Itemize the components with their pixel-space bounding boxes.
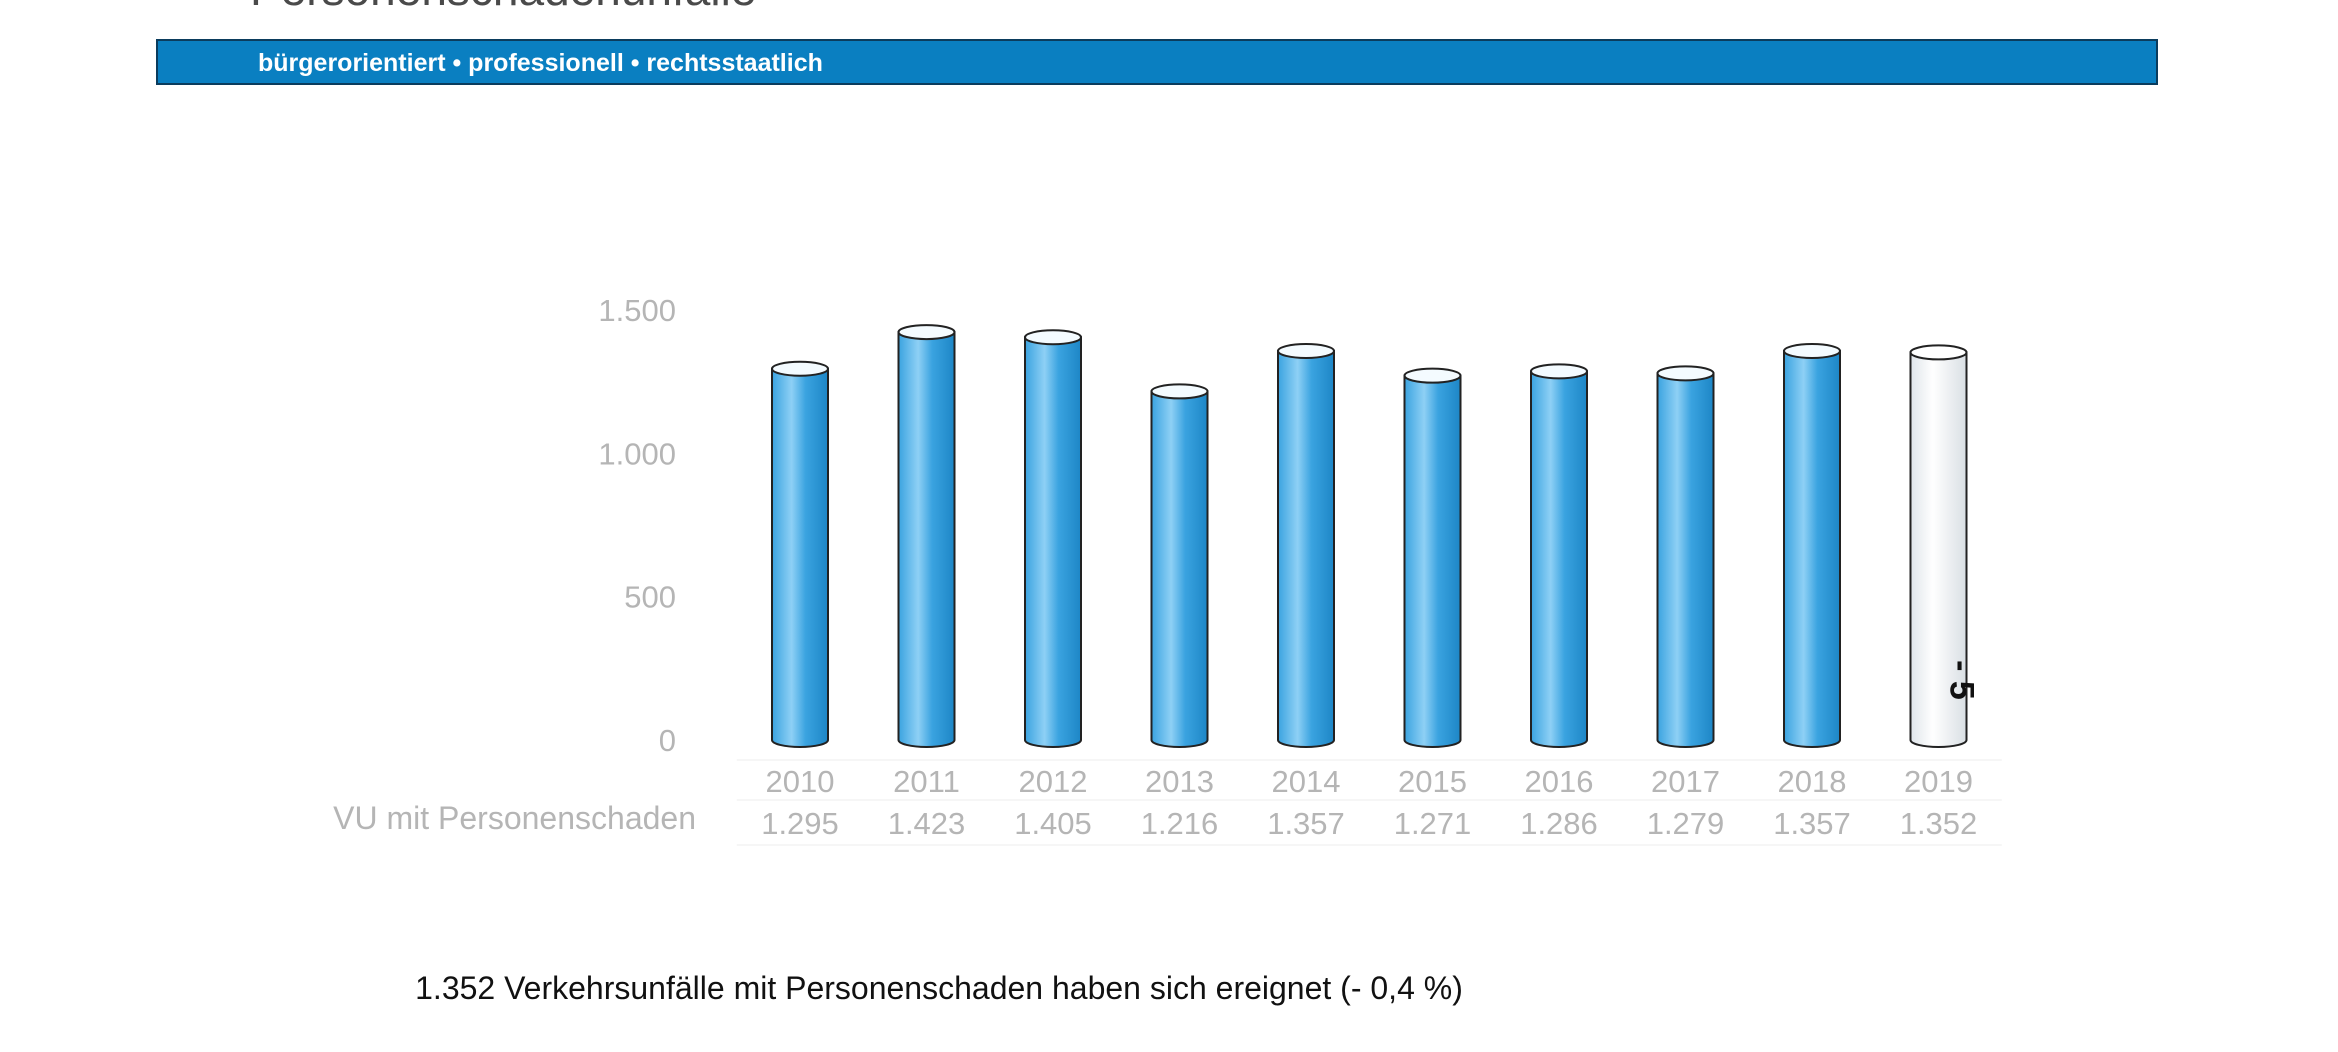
data-table-value: 1.279: [1647, 806, 1725, 841]
bar-top-2016: [1530, 363, 1588, 380]
bar-top-2017: [1656, 365, 1715, 382]
data-table-value: 1.271: [1394, 806, 1472, 841]
bar-2019: [1909, 351, 1968, 748]
bar-2010: [771, 367, 829, 748]
bar-2018: [1783, 349, 1841, 748]
y-tick-label: 1.000: [598, 436, 676, 471]
data-table-value: 1.286: [1520, 806, 1598, 841]
bar-2015: [1403, 374, 1462, 748]
bar-top-2011: [897, 324, 956, 341]
bar-top-2019: [1909, 344, 1968, 361]
bar-2012: [1024, 336, 1082, 748]
data-table-value: 1.357: [1267, 806, 1345, 841]
x-tick-label: 2015: [1398, 764, 1467, 799]
bar-2016: [1530, 370, 1588, 748]
x-tick-label: 2017: [1651, 764, 1720, 799]
data-table-value: 1.423: [888, 806, 966, 841]
bar-chart: 0 500 1.000 1.500 2010 1.295 2011 1.423 2012 1.40…: [598, 293, 2002, 846]
bar-2011: [897, 331, 956, 748]
bar-2014: [1277, 349, 1335, 748]
page-title: Personenschadenunfälle: [250, 0, 756, 16]
y-tick-label: 1.500: [598, 293, 676, 328]
x-tick-label: 2010: [766, 764, 835, 799]
y-tick-label: 0: [659, 723, 676, 758]
data-table-value: 1.405: [1014, 806, 1092, 841]
bar-top-2013: [1150, 383, 1209, 400]
bar-top-2014: [1277, 342, 1335, 359]
banner-slogan: bürgerorientiert • professionell • recht…: [258, 49, 823, 77]
x-tick-label: 2014: [1272, 764, 1341, 799]
chart-caption: 1.352 Verkehrsunfälle mit Personenschade…: [415, 970, 1463, 1006]
data-table-value: 1.352: [1900, 806, 1978, 841]
x-tick-label: 2012: [1019, 764, 1088, 799]
data-table-value: 1.357: [1773, 806, 1851, 841]
bar-top-2012: [1024, 329, 1082, 346]
bar-top-2015: [1403, 367, 1462, 384]
y-tick-label: 500: [624, 580, 676, 615]
x-tick-label: 2019: [1904, 764, 1973, 799]
x-tick-label: 2018: [1778, 764, 1847, 799]
x-tick-label: 2011: [893, 764, 960, 799]
x-tick-label: 2016: [1525, 764, 1594, 799]
bar-2017: [1656, 372, 1715, 748]
bar-2013: [1150, 390, 1209, 748]
x-tick-label: 2013: [1145, 764, 1214, 799]
bar-annotation: - 5: [1943, 660, 1981, 700]
data-table-value: 1.295: [761, 806, 839, 841]
bar-top-2010: [771, 360, 829, 377]
bar-top-2018: [1783, 342, 1841, 359]
data-table-value: 1.216: [1141, 806, 1219, 841]
header-banner: bürgerorientiert • professionell • recht…: [156, 39, 2158, 85]
data-table-row-label: VU mit Personenschaden: [333, 800, 696, 836]
